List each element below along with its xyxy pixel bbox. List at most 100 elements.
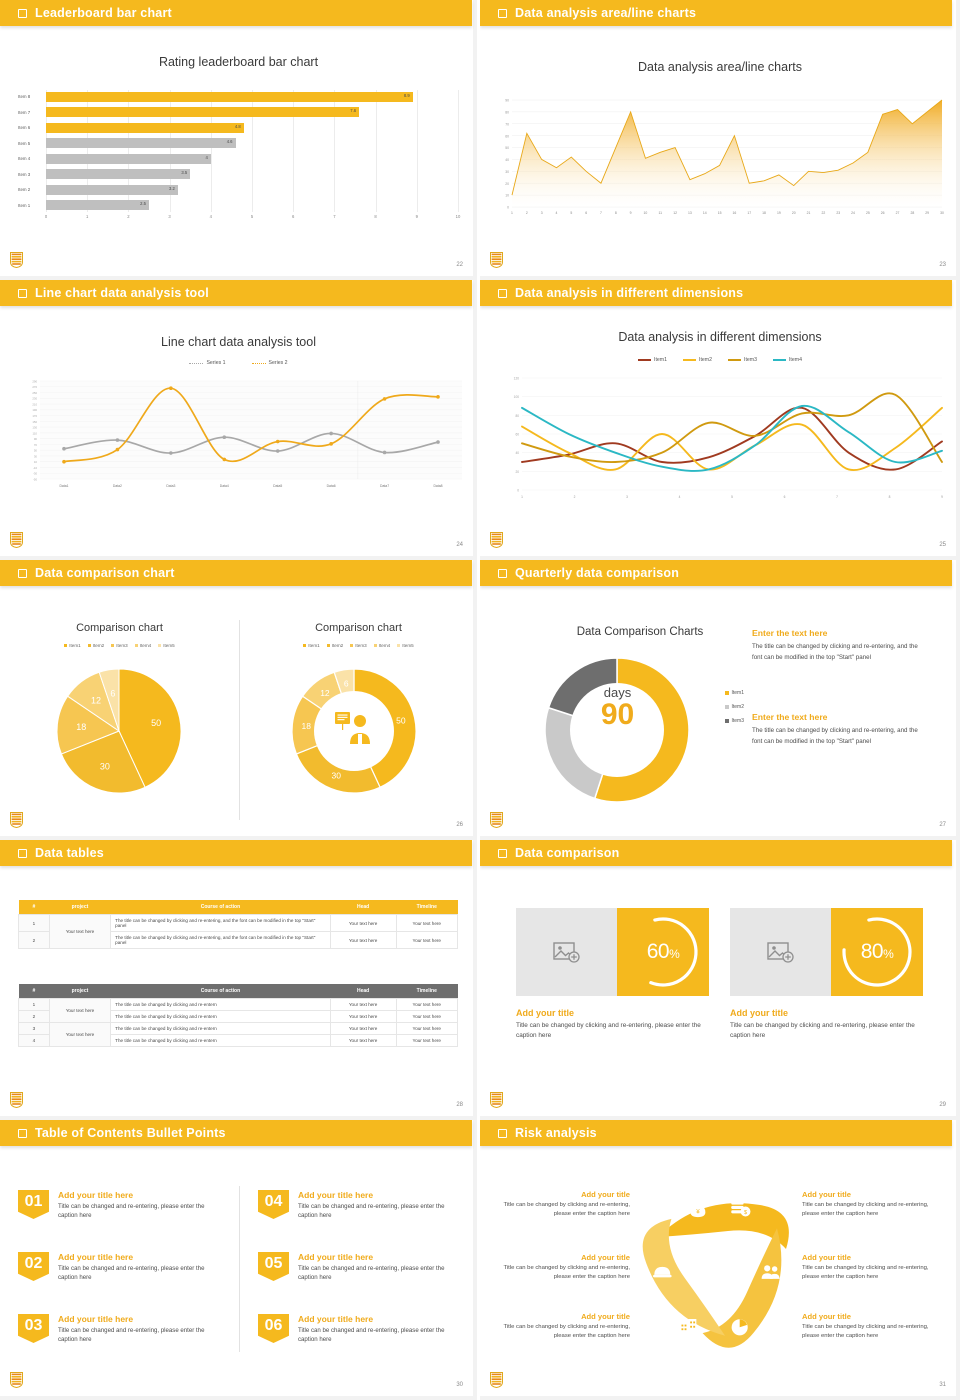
page-number: 25: [939, 542, 946, 548]
x-tick: 28: [910, 211, 914, 215]
x-tick: Data1: [59, 484, 68, 488]
toc-item-04[interactable]: 04 Add your title here Title can be change…: [258, 1190, 448, 1221]
svg-text:¥: ¥: [696, 1208, 700, 1215]
x-tick: 27: [896, 211, 900, 215]
chart-title: Rating leaderboard bar chart: [158, 55, 319, 69]
y-tick: 270: [32, 385, 37, 389]
vertical-divider: [239, 1186, 240, 1352]
petal-3: [642, 1218, 726, 1336]
legend-item-item4[interactable]: Item4: [134, 643, 151, 648]
y-tick: 170: [32, 414, 37, 418]
pie-legend: Item1 Item2 Item3 Item4 Item5: [239, 643, 477, 648]
legend-item-item2[interactable]: Item2: [87, 643, 104, 648]
toc-text: Add your title here Title can be changed …: [58, 1252, 208, 1283]
image-placeholder[interactable]: [730, 908, 831, 996]
x-tick: Data6: [327, 484, 336, 488]
y-tick: 40: [515, 451, 519, 455]
line-series: [521, 406, 943, 472]
y-tick: 60: [505, 134, 509, 138]
legend-label: Item3: [355, 643, 367, 648]
column-header: #: [18, 900, 50, 915]
x-tick: 7: [836, 495, 838, 499]
text-block-1: Enter the text here The title can be cha…: [752, 628, 927, 664]
legend-item-item3[interactable]: Item3: [111, 643, 128, 648]
risk-cycle-diagram: ¥ $: [642, 1197, 789, 1348]
legend-item-item2[interactable]: Item2: [326, 643, 344, 648]
x-tick: 9: [415, 214, 418, 219]
risk-text-block: Add your title Title can be changed by cl…: [802, 1190, 930, 1220]
data-point: [436, 440, 440, 444]
y-tick: 50: [34, 449, 38, 453]
legend-swatch: [725, 719, 729, 723]
toc-text: Add your title here Title can be changed …: [298, 1252, 448, 1283]
x-tick: 2: [127, 214, 130, 219]
legend-item-item1[interactable]: Item1: [725, 690, 744, 696]
comparison-card-1[interactable]: 60% Add your title Title can be changed …: [516, 908, 709, 1042]
timeline-cell: Your text here: [395, 914, 459, 932]
image-placeholder[interactable]: [516, 908, 617, 996]
toc-item-06[interactable]: 06 Add your title here Title can be change…: [258, 1314, 448, 1345]
bar-row: Item 1 2.5: [18, 199, 458, 213]
area-chart: 0 10 20 30 40 50 60 70 80 90 1 2 3 4 5 6 7 8 9 10 11 12 13 14 15…: [494, 95, 946, 225]
company-logo: [490, 252, 503, 268]
legend-item-item2[interactable]: Item2: [725, 704, 744, 710]
legend-item-series1[interactable]: Series 1: [189, 360, 226, 366]
legend-label: Item3: [744, 357, 757, 363]
toc-title: Add your title here: [58, 1314, 134, 1324]
legend-item-item5[interactable]: Item5: [158, 643, 175, 648]
x-tick: 10: [455, 214, 461, 219]
card-title: Add your title: [516, 1008, 574, 1018]
legend-item-item4[interactable]: Item4: [373, 643, 390, 648]
y-tick: 110: [33, 431, 38, 435]
percent-unit: %: [669, 947, 680, 961]
page-number: 23: [939, 262, 946, 268]
legend-item-item3[interactable]: Item3: [725, 718, 744, 724]
column-header: project: [49, 984, 111, 999]
head-cell: Your text here: [329, 914, 397, 932]
toc-number: 06: [258, 1314, 289, 1343]
slide-header: Risk analysis: [480, 1120, 952, 1146]
comparison-card-2[interactable]: 80% Add your title Title can be changed …: [730, 908, 923, 1042]
legend-item-item1[interactable]: Item1: [303, 643, 320, 648]
x-tick: 7: [600, 211, 602, 215]
legend-label: Item3: [731, 718, 745, 724]
legend-item-item3[interactable]: Item3: [350, 643, 367, 648]
y-tick: 150: [32, 420, 37, 424]
donut-slice-value: 6: [344, 679, 349, 689]
slide-data-tables: Data tables # project Course of action Head…: [0, 840, 480, 1120]
toc-item-03[interactable]: 03 Add your title here Title can be change…: [18, 1314, 208, 1345]
days-label: days: [603, 685, 632, 700]
risk-body: Title can be changed by clicking and re-…: [802, 1265, 929, 1281]
chart-title: Data Comparison Charts: [576, 626, 704, 638]
legend-item-item2[interactable]: Item2: [683, 357, 712, 363]
toc-number-badge: 01: [18, 1190, 49, 1221]
risk-title: Add your title: [802, 1312, 851, 1321]
legend-item-series2[interactable]: Series 2: [251, 360, 288, 366]
legend-item-item4[interactable]: Item4: [772, 357, 802, 363]
legend-label: Item1: [308, 643, 320, 648]
legend-label: Item2: [331, 643, 344, 648]
x-tick: 8: [889, 495, 891, 499]
legend-item-item1[interactable]: Item1: [638, 357, 667, 363]
x-tick: 10: [644, 211, 648, 215]
bar: [46, 169, 191, 180]
legend-item-item3[interactable]: Item3: [728, 357, 757, 363]
bar-row: Item 2 3.2: [18, 183, 458, 197]
toc-item-05[interactable]: 05 Add your title here Title can be change…: [258, 1252, 448, 1283]
data-point: [115, 447, 120, 452]
donut-legend: Item1 Item2 Item3: [725, 690, 744, 732]
bar-row: Item 6 4.8: [18, 121, 458, 135]
percent-value: 60: [646, 940, 670, 963]
legend-item-item1[interactable]: Item1: [64, 643, 81, 648]
card-caption: Title can be changed by clicking and re-…: [516, 1022, 701, 1040]
action-cell: The title can be changed by clicking and…: [110, 1010, 331, 1023]
bar-track: 4.6: [46, 138, 458, 149]
toc-item-02[interactable]: 02 Add your title here Title can be change…: [18, 1252, 208, 1283]
text-block-2: Enter the text here The title can be cha…: [752, 712, 927, 748]
toc-item-01[interactable]: 01 Add your title here Title can be change…: [18, 1190, 208, 1221]
legend-item-item5[interactable]: Item5: [397, 643, 414, 648]
legend-label: Item1: [654, 357, 668, 363]
progress-ring-svg: [649, 917, 698, 987]
legend-line-icon: [638, 359, 652, 361]
